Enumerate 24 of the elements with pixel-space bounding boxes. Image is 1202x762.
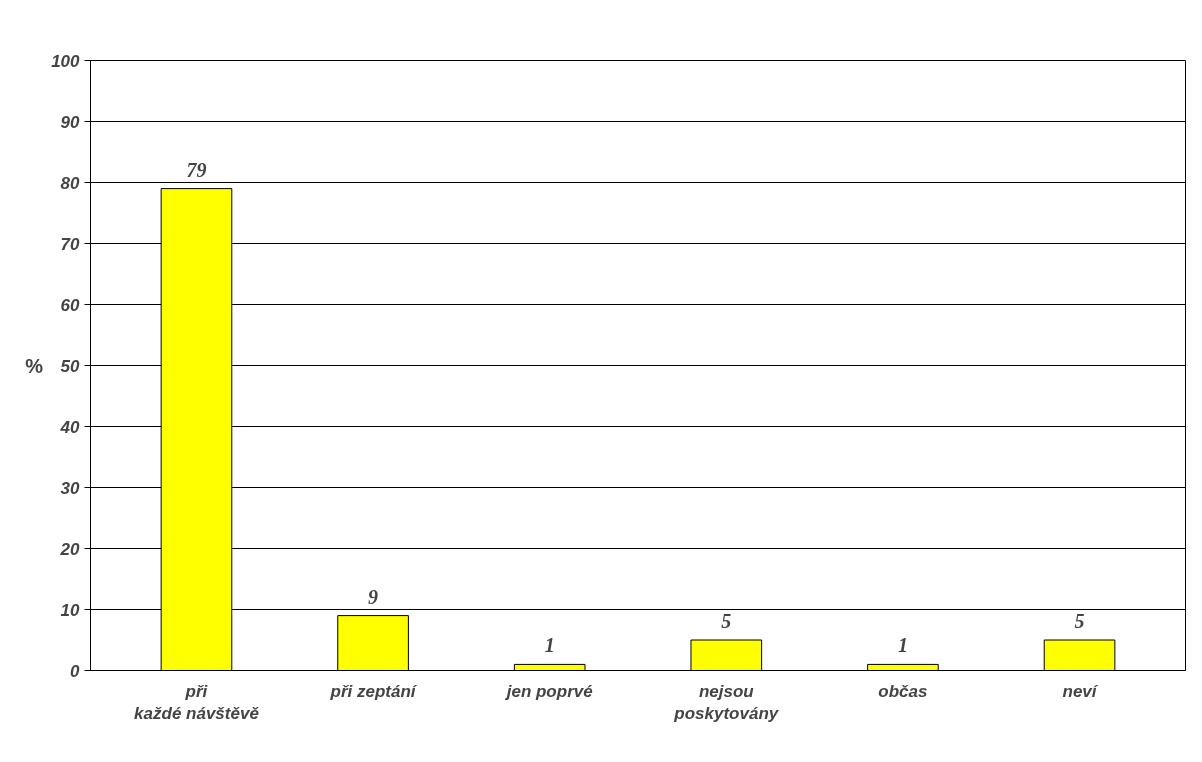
- y-tick-label: 0: [70, 661, 81, 681]
- x-tick-label: neví: [1062, 681, 1099, 701]
- y-tick-label: 30: [60, 478, 81, 498]
- x-tick-label: občas: [878, 681, 928, 701]
- x-tick-label: při každé návštěvě: [134, 681, 260, 724]
- y-tick-label: 10: [60, 600, 81, 620]
- y-tick-label: 70: [60, 234, 81, 254]
- x-tick-label: při zeptání: [329, 681, 418, 701]
- y-tick-label: 80: [60, 173, 81, 193]
- data-label: 1: [544, 634, 555, 657]
- data-label: 9: [368, 585, 379, 608]
- y-tick-label: 100: [51, 51, 81, 71]
- data-label: 79: [186, 158, 207, 181]
- y-tick-label: 40: [59, 417, 81, 437]
- data-label: 5: [721, 610, 732, 632]
- x-tick-label: jen poprvé: [504, 681, 593, 701]
- y-tick-label: 20: [59, 539, 81, 559]
- y-tick-label: 60: [60, 295, 81, 315]
- y-tick-label: 50: [60, 356, 81, 376]
- x-tick-label: nejsou poskytovány: [673, 681, 780, 724]
- data-label: 5: [1074, 610, 1085, 632]
- data-label: 1: [897, 634, 908, 657]
- y-tick-label: 90: [60, 112, 81, 132]
- y-axis-title: %: [25, 354, 44, 377]
